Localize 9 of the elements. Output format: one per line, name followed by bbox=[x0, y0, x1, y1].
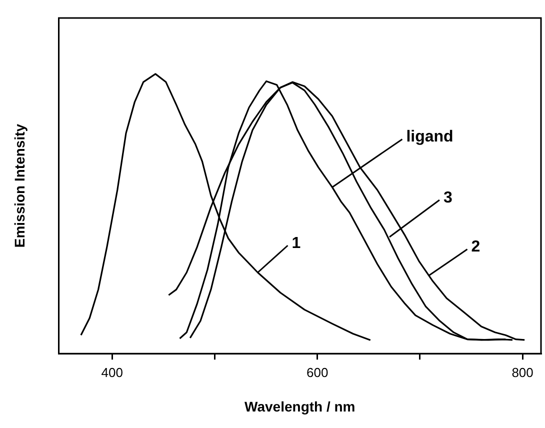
annotation: 1 bbox=[292, 234, 301, 252]
x-tick-label: 600 bbox=[306, 364, 328, 380]
x-tick-label: 400 bbox=[101, 364, 123, 380]
y-axis-title: Emission Intensity bbox=[11, 124, 28, 248]
x-tick-label: 800 bbox=[512, 364, 534, 380]
x-axis-title: Wavelength / nm bbox=[244, 398, 356, 414]
annotation: 3 bbox=[443, 189, 452, 206]
annotation: 2 bbox=[471, 238, 480, 256]
annotation: ligand bbox=[406, 128, 454, 146]
